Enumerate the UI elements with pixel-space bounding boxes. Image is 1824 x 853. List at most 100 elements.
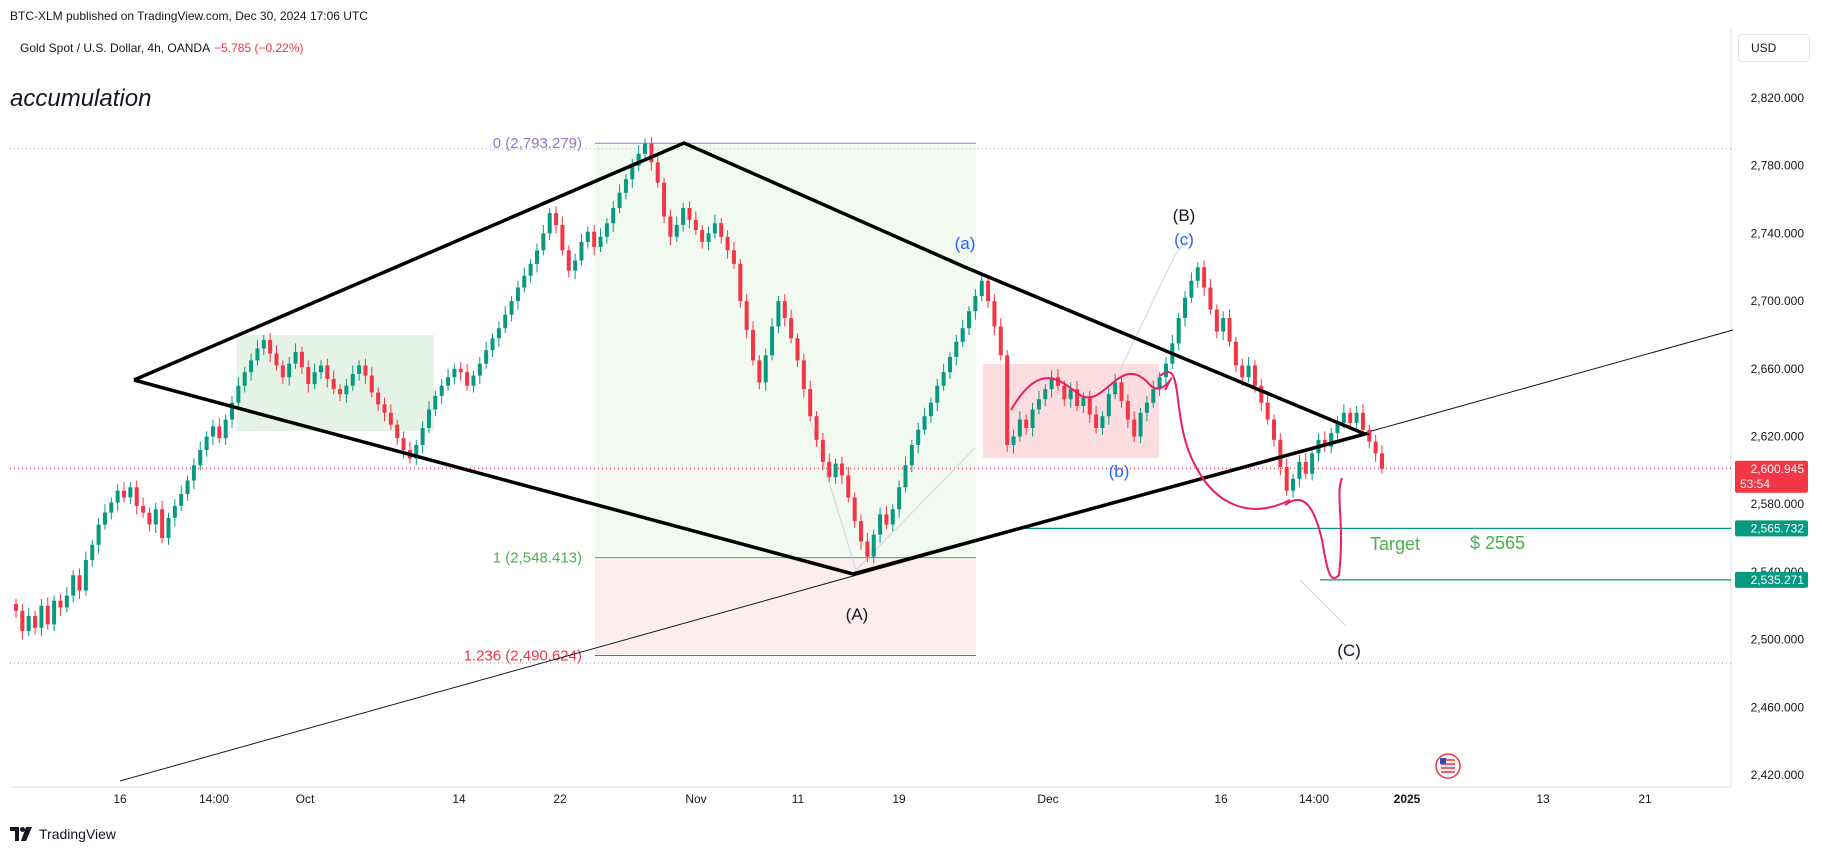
candle-body — [630, 165, 635, 180]
candle-body — [909, 444, 914, 466]
candle — [439, 378, 444, 405]
candle-body — [839, 463, 844, 476]
candle — [1183, 290, 1188, 327]
candle — [592, 224, 597, 256]
y-tick-label: 2,620.000 — [1751, 430, 1805, 444]
diamond-pattern — [133, 141, 1371, 576]
candle — [992, 294, 997, 335]
candle-body — [83, 560, 88, 591]
candle-body — [547, 213, 552, 234]
candle — [674, 216, 679, 242]
candle-body — [967, 311, 972, 329]
candle-body — [160, 509, 165, 539]
candle — [287, 356, 292, 386]
candle — [827, 453, 832, 483]
candle — [725, 230, 730, 259]
candle — [795, 333, 800, 368]
candle — [903, 456, 908, 493]
candle — [998, 318, 1003, 361]
candle — [941, 363, 946, 391]
candle-body — [1221, 318, 1226, 332]
candle-body — [731, 250, 736, 264]
candle — [242, 367, 247, 393]
tradingview-brand[interactable]: TradingView — [10, 826, 116, 842]
candle — [954, 334, 959, 366]
candle-body — [45, 605, 50, 625]
candle — [814, 411, 819, 447]
candle-body — [1024, 419, 1029, 429]
candle-body — [1055, 377, 1060, 386]
candle — [153, 502, 158, 533]
candle — [763, 348, 768, 391]
candle — [102, 504, 107, 530]
candle — [369, 367, 374, 398]
candle — [52, 595, 57, 632]
candle — [1138, 407, 1143, 444]
candle — [166, 512, 171, 545]
candle-body — [738, 263, 743, 302]
publish-info: BTC-XLM published on TradingView.com, De… — [10, 9, 368, 23]
candle — [128, 482, 133, 505]
candle — [1106, 387, 1111, 425]
candle-body — [528, 263, 533, 276]
candle — [846, 466, 851, 503]
candle — [268, 333, 273, 363]
candle-body — [338, 389, 343, 395]
candle-body — [1005, 355, 1010, 445]
candle-body — [903, 465, 908, 488]
candle — [820, 433, 825, 471]
x-tick-label: 21 — [1638, 792, 1652, 806]
candle — [935, 378, 940, 412]
x-tick-label: 16 — [113, 792, 127, 806]
candle — [541, 224, 546, 256]
candle-body — [1087, 397, 1092, 415]
candle-body — [331, 378, 336, 390]
candle-body — [700, 230, 705, 242]
candle — [484, 341, 489, 369]
candle — [382, 397, 387, 422]
candle-body — [1265, 402, 1270, 420]
candle-body — [109, 502, 114, 513]
candle-body — [1163, 363, 1168, 378]
candle-body — [655, 162, 660, 183]
candle-body — [579, 241, 584, 261]
candle — [776, 296, 781, 334]
candle-body — [1195, 267, 1200, 281]
candle-body — [414, 444, 419, 459]
candle-body — [179, 494, 184, 506]
candle-body — [293, 351, 298, 364]
candle-body — [1189, 280, 1194, 298]
symbol-legend: Gold Spot / U.S. Dollar, 4h, OANDA −5.785… — [20, 41, 303, 55]
candle — [115, 483, 120, 511]
candle — [731, 241, 736, 269]
candle-body — [878, 514, 883, 535]
candle — [693, 211, 698, 236]
wave-label: (c) — [1174, 230, 1194, 249]
candle — [884, 505, 889, 530]
currency-button[interactable]: USD — [1738, 34, 1810, 62]
candle-body — [325, 365, 330, 379]
candle — [604, 218, 609, 244]
candle-body — [350, 373, 355, 386]
candle-body — [1075, 389, 1080, 407]
candle-body — [458, 368, 463, 373]
candle — [1176, 312, 1181, 351]
candle-body — [306, 367, 311, 385]
candle — [1043, 384, 1048, 407]
candle-body — [274, 353, 279, 366]
candle — [1151, 380, 1156, 408]
candle — [928, 397, 933, 423]
candle — [471, 370, 476, 393]
candle — [363, 358, 368, 385]
candle-body — [1062, 385, 1067, 400]
candle — [1119, 377, 1124, 408]
candle — [1291, 473, 1296, 498]
candle-body — [744, 301, 749, 330]
candle-body — [916, 429, 921, 445]
candle — [738, 258, 743, 308]
candle — [230, 395, 235, 429]
candle-body — [541, 233, 546, 251]
candle-body — [1348, 412, 1353, 423]
candle — [420, 421, 425, 454]
